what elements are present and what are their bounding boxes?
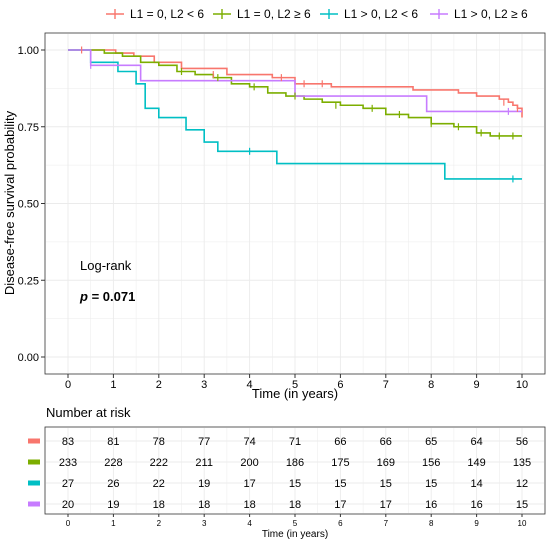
risk-cell: 12 [516,478,528,490]
x-tick-label: 8 [428,379,434,391]
risk-x-tick-label: 1 [111,519,116,528]
x-tick-label: 1 [110,379,116,391]
legend-label: L1 > 0, L2 < 6 [344,7,418,21]
risk-cell: 222 [150,457,168,469]
risk-cell: 135 [513,457,531,469]
risk-cell: 83 [62,436,74,448]
risk-row-swatch [28,459,40,465]
risk-cell: 19 [107,499,119,511]
risk-cell: 15 [380,478,392,490]
risk-cell: 18 [289,499,301,511]
risk-x-tick-label: 4 [247,519,252,528]
risk-cell: 22 [153,478,165,490]
risk-table-title: Number at risk [46,405,131,420]
risk-cell: 175 [331,457,349,469]
logrank-label: Log-rank [80,258,132,273]
risk-cell: 64 [470,436,482,448]
risk-cell: 15 [516,499,528,511]
risk-cell: 66 [380,436,392,448]
risk-cell: 18 [153,499,165,511]
risk-x-tick-label: 0 [66,519,71,528]
risk-cell: 15 [289,478,301,490]
risk-cell: 26 [107,478,119,490]
risk-x-tick-label: 9 [474,519,479,528]
risk-cell: 77 [198,436,210,448]
risk-table-x-axis: 0 1 2 3 4 5 6 7 8 9 10 [66,514,527,528]
risk-cell: 228 [104,457,122,469]
risk-cell: 169 [377,457,395,469]
x-tick-label: 4 [247,379,253,391]
risk-cell: 56 [516,436,528,448]
x-tick-label: 7 [383,379,389,391]
risk-cell: 66 [334,436,346,448]
y-tick-label: 0.00 [18,352,39,364]
risk-cell: 81 [107,436,119,448]
risk-cell: 17 [380,499,392,511]
risk-x-tick-label: 5 [293,519,298,528]
censor-marks [81,46,519,183]
risk-cell: 149 [467,457,485,469]
y-tick-label: 0.25 [18,275,39,287]
risk-cell: 211 [195,457,213,469]
risk-cell: 16 [425,499,437,511]
risk-cell: 18 [243,499,255,511]
risk-cell: 16 [470,499,482,511]
legend-label: L1 > 0, L2 ≥ 6 [454,7,528,21]
x-tick-label: 6 [337,379,343,391]
risk-cell: 15 [425,478,437,490]
risk-table-x-label: Time (in years) [262,529,328,540]
risk-x-tick-label: 6 [338,519,343,528]
risk-row-swatch [28,501,40,507]
risk-cell: 78 [153,436,165,448]
risk-cell: 19 [198,478,210,490]
risk-x-tick-label: 3 [202,519,207,528]
legend-label: L1 = 0, L2 ≥ 6 [237,7,311,21]
p-value: p = 0.071 [79,289,135,304]
risk-cell: 74 [243,436,255,448]
legend: L1 = 0, L2 < 6 L1 = 0, L2 ≥ 6 L1 > 0, L2 <… [106,7,528,21]
x-tick-label: 10 [516,379,528,391]
y-axis-label: Disease-free survival probability [2,110,17,295]
x-axis: 0 1 2 3 4 5 6 7 8 9 10 [65,374,528,391]
risk-x-tick-label: 8 [429,519,434,528]
risk-cell: 20 [62,499,74,511]
risk-x-tick-label: 10 [518,519,527,528]
risk-cell: 14 [470,478,482,490]
risk-row-swatch [28,438,40,444]
risk-x-tick-label: 2 [157,519,162,528]
risk-cell: 156 [422,457,440,469]
risk-table: 83 81 78 77 74 71 66 66 65 64 56 233 228 222 211 200 186… [28,436,531,511]
risk-cell: 200 [240,457,258,469]
x-tick-label: 2 [156,379,162,391]
risk-x-tick-label: 7 [384,519,389,528]
x-tick-label: 3 [201,379,207,391]
y-tick-label: 0.50 [18,199,39,211]
x-tick-label: 0 [65,379,71,391]
risk-cell: 15 [334,478,346,490]
x-tick-label: 5 [292,379,298,391]
risk-cell: 17 [334,499,346,511]
risk-cell: 65 [425,436,437,448]
legend-label: L1 = 0, L2 < 6 [130,7,204,21]
risk-cell: 17 [243,478,255,490]
risk-cell: 233 [59,457,77,469]
y-tick-label: 1.00 [18,45,39,57]
risk-cell: 71 [289,436,301,448]
risk-table-grid [46,428,544,513]
risk-row-swatch [28,480,40,486]
x-axis-label: Time (in years) [252,386,338,401]
survival-curve-3 [68,49,522,180]
y-tick-label: 0.75 [18,122,39,134]
risk-cell: 18 [198,499,210,511]
survival-curve-1 [68,49,523,118]
risk-cell: 186 [286,457,304,469]
y-axis: 0.00 0.25 0.50 0.75 1.00 [18,45,45,364]
risk-cell: 27 [62,478,74,490]
x-tick-label: 9 [474,379,480,391]
